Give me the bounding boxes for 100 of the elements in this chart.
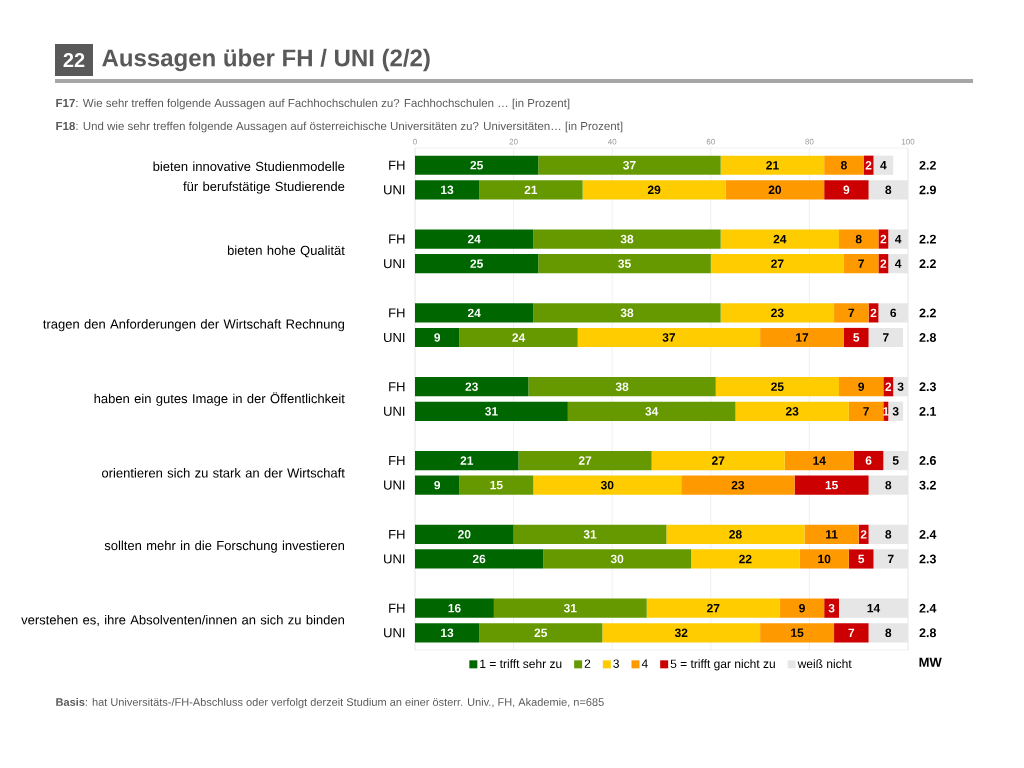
data-label: 38 [620,234,634,244]
data-label: 31 [583,530,597,539]
data-label: 9 [434,333,441,342]
text: bieten innovative Studienmodelle für berufstätige Studierende [153,161,345,194]
data-label: 7 [887,554,894,564]
data-label: 23 [771,308,784,318]
text: orientieren sich zu stark an der Wirtschaft [101,468,345,478]
data-label: 32 [674,628,688,638]
text: 2.6 [919,456,936,465]
y-tick-label: UNI [384,185,405,195]
data-label: 14 [867,604,881,613]
text: 2.2 [919,308,936,318]
text: 22 [63,53,85,67]
data-label: 38 [615,382,629,391]
data-label: 20 [768,185,782,195]
data-label: 7 [848,628,855,637]
data-label: 6 [890,308,897,318]
y-tick-label: UNI [384,332,405,343]
data-label: 10 [818,554,831,564]
text: verstehen es, ihre Absolventen/innen an sich zu binden [21,614,345,627]
data-label: 26 [472,554,486,564]
data-label: 25 [470,259,483,268]
data-label: 2 [885,382,892,391]
data-label: 25 [470,160,483,170]
text: F18: Und wie sehr treffen folgende Aussagen auf österreichische Universitäten zu? Universitäten… [in Prozent] [56,121,623,133]
data-label: 15 [791,628,804,637]
text: 2.8 [919,333,937,342]
y-tick-label: FH [389,308,405,318]
data-label: 2 [860,530,867,539]
data-label: 23 [731,480,745,490]
data-label: 37 [662,333,676,342]
legend-label: 1 = trifft sehr zu [480,659,562,669]
text: sollten mehr in die Forschung investieren [104,540,345,553]
text: 2.8 [919,628,937,638]
data-label: 7 [848,308,855,317]
x-tick-label: 80 [805,138,814,145]
legend-label: 3 [613,659,619,668]
data-label: 5 [892,456,899,465]
data-label: 6 [865,456,872,465]
text: MW [919,657,942,667]
data-label: 21 [766,161,779,170]
y-tick-label: UNI [384,406,405,416]
data-label: 14 [813,456,826,465]
y-tick-label: FH [389,160,405,170]
data-label: 3 [892,407,899,416]
data-label: 16 [448,603,461,613]
data-label: 37 [623,160,636,170]
text: F17: Wie sehr treffen folgende Aussagen auf Fachhochschulen zu? Fachhochschulen … [in Prozent] [56,98,570,110]
data-label: 7 [883,333,889,342]
text: 2.3 [919,554,936,564]
text: Basis: hat Universitäts-/FH-Abschluss oder verfolgt derzeit Studium an einer österr. Univ., FH, Akademie, n=685 [56,697,604,709]
data-label: 21 [524,185,538,195]
y-tick-label: FH [389,234,405,244]
data-label: 9 [858,382,865,391]
data-label: 11 [826,530,838,539]
data-label: 5 [853,333,860,342]
legend-label: 4 [641,659,648,668]
y-tick-label: UNI [384,554,405,564]
data-label: 9 [843,185,850,195]
text: tragen den Anforderungen der Wirtschaft Rechnung [43,319,345,332]
data-label: 2 [880,259,887,268]
text: 2.2 [919,259,936,269]
y-tick-label: UNI [384,480,405,490]
data-label: 38 [620,308,634,318]
text: 2.4 [919,603,937,613]
data-label: 5 [858,554,865,564]
data-label: 7 [858,259,864,268]
y-tick-label: FH [389,529,405,539]
data-label: 2 [865,161,872,170]
data-label: 8 [855,234,862,244]
data-label: 24 [773,234,787,244]
y-tick-label: FH [389,456,405,465]
data-label: 25 [771,382,784,391]
data-label: 9 [799,603,805,613]
data-label: 27 [771,259,784,268]
data-label: 24 [512,333,526,342]
data-label: 21 [460,456,474,465]
y-tick-label: UNI [384,259,405,269]
data-label: 34 [645,407,659,416]
chart-title: Aussagen über FH / UNI (2/2) [102,48,430,72]
data-label: 30 [610,554,624,564]
data-label: 24 [467,308,481,318]
text: 2.2 [919,234,936,244]
x-tick-label: 20 [509,138,518,145]
data-label: 23 [785,407,799,416]
text: haben ein gutes Image in der Öffentlichkeit [94,392,345,406]
data-label: 13 [441,185,454,195]
legend-label: 5 = trifft gar nicht zu [670,659,775,671]
data-label: 28 [729,530,742,539]
data-label: 27 [711,456,725,465]
data-label: 35 [618,259,631,268]
data-label: 13 [441,628,454,638]
legend-label: 2 [584,659,591,668]
data-label: 8 [885,185,892,195]
data-label: 8 [885,628,892,638]
data-label: 25 [534,628,548,638]
y-tick-label: FH [389,382,405,392]
text: 2.4 [919,530,937,539]
data-label: 27 [707,603,720,613]
data-label: 2 [870,308,877,318]
